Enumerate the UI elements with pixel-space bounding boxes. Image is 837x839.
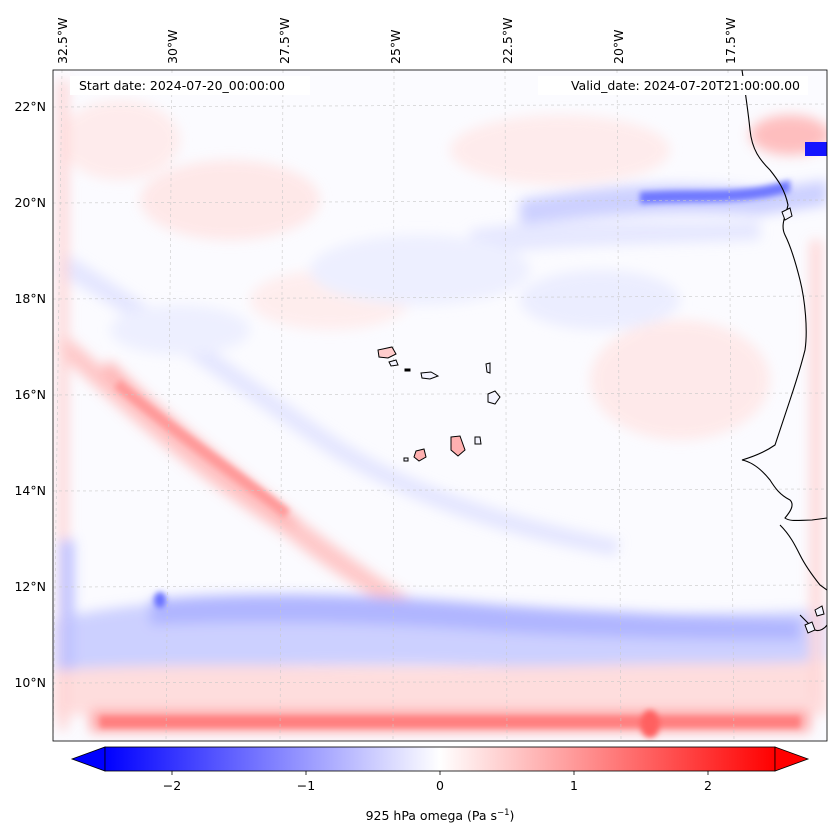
colorbar: −2 −1 0 1 2 925 hPa omega (Pa s−1)	[70, 746, 810, 823]
graticule	[53, 70, 827, 741]
colorbar-extend-max	[774, 746, 810, 772]
lat-label: 18°N	[14, 291, 46, 306]
colorbar-tick-label: 2	[704, 778, 712, 793]
lon-label: 17.5°W	[723, 18, 738, 64]
lat-label: 22°N	[14, 99, 46, 114]
lat-label: 20°N	[14, 195, 46, 210]
longitude-labels: 32.5°W 30°W 27.5°W 25°W 22.5°W 20°W 17.5…	[55, 18, 738, 64]
lon-label: 27.5°W	[277, 18, 292, 64]
start-date-label: Start date: 2024-07-20_00:00:00	[79, 78, 285, 93]
colorbar-ticks: −2 −1 0 1 2	[163, 771, 712, 793]
colorbar-label: 925 hPa omega (Pa s−1)	[366, 808, 515, 823]
cape-verde-islands	[377, 207, 825, 634]
map-frame	[52, 69, 828, 742]
lat-label: 12°N	[14, 579, 46, 594]
latitude-labels: 22°N 20°N 18°N 16°N 14°N 12°N 10°N	[14, 99, 46, 690]
lon-label: 32.5°W	[55, 18, 70, 64]
lon-label: 20°W	[611, 29, 626, 64]
colorbar-tick-label: −1	[297, 778, 315, 793]
lon-label: 25°W	[388, 29, 403, 64]
colorbar-tick-label: −2	[163, 778, 181, 793]
colorbar-tick-label: 1	[570, 778, 578, 793]
colorbar-extend-min	[70, 746, 106, 772]
lat-label: 14°N	[14, 483, 46, 498]
lat-label: 10°N	[14, 675, 46, 690]
lat-label: 16°N	[14, 387, 46, 402]
colorbar-body	[104, 746, 776, 772]
colorbar-tick-label: 0	[436, 778, 444, 793]
lon-label: 30°W	[165, 29, 180, 64]
omega-field	[53, 80, 827, 738]
map-panel: Start date: 2024-07-20_00:00:00 Valid_da…	[14, 18, 828, 742]
valid-date-label: Valid_date: 2024-07-20T21:00:00.00	[571, 78, 800, 93]
lon-label: 22.5°W	[500, 18, 515, 64]
